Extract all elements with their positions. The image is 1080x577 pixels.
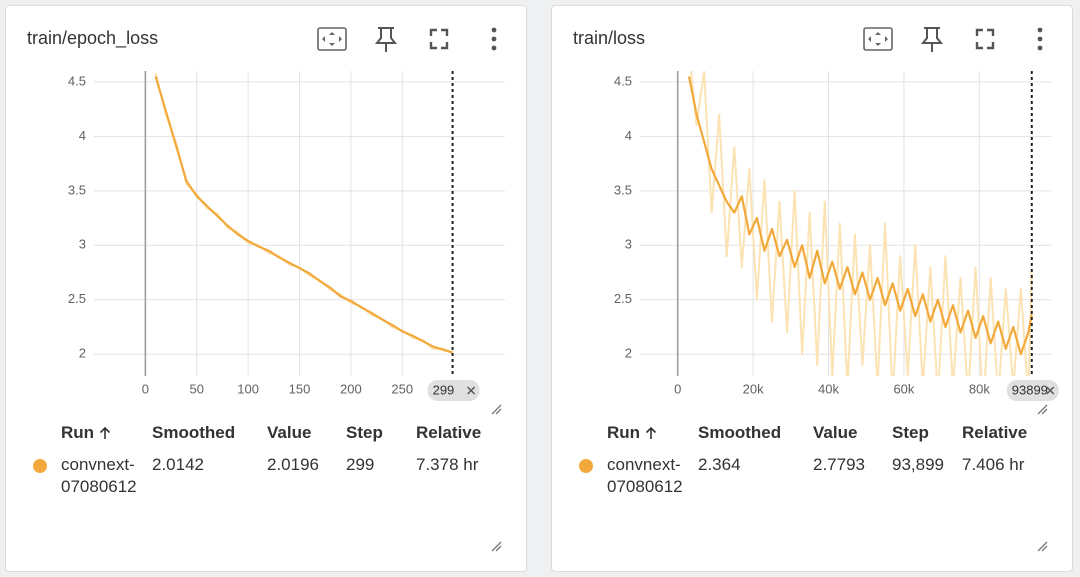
table-cell: 299	[346, 455, 375, 474]
cursor-label: 299	[433, 382, 455, 397]
x-tick-label: 250	[391, 381, 413, 396]
cursor-label-box	[427, 380, 480, 401]
y-tick-label: 4	[625, 128, 632, 143]
y-tick-label: 3.5	[614, 182, 632, 197]
table-cell: 7.406 hr	[962, 455, 1025, 474]
y-tick-label: 2	[79, 346, 86, 361]
y-tick-label: 2	[625, 346, 632, 361]
x-tick-label: 80k	[969, 381, 990, 396]
y-tick-label: 3.5	[68, 182, 86, 197]
x-tick-label: 40k	[818, 381, 839, 396]
table-cell: convnext-07080612	[607, 455, 683, 496]
table-cell: convnext-07080612	[61, 455, 137, 496]
card: train/loss 2 2.5 3 3.5 4 4.5 0 20k 40k 60k 80k 9389…	[551, 5, 1073, 572]
table-header[interactable]: Smoothed	[698, 423, 782, 442]
x-tick-label: 100	[237, 381, 259, 396]
chart: 2 2.5 3 3.5 4 4.5 0 50 100 150 200 250 299	[68, 71, 505, 401]
sort-arrow	[645, 426, 657, 439]
x-tick-label: 20k	[743, 381, 764, 396]
card-title: train/epoch_loss	[27, 28, 159, 48]
x-tick-label: 150	[289, 381, 311, 396]
table-header[interactable]: Smoothed	[152, 423, 236, 442]
table-cell: 93,899	[892, 455, 944, 474]
y-tick-label: 3	[79, 237, 86, 252]
card: train/epoch_loss 2 2.5 3 3.5 4 4.5 0 50 100 150 20…	[5, 5, 527, 572]
table-cell: 2.364	[698, 455, 741, 474]
x-tick-label: 200	[340, 381, 362, 396]
resize-handle[interactable]	[491, 404, 502, 552]
cursor-label: 93899	[1012, 382, 1048, 397]
x-tick-label: 0	[142, 381, 149, 396]
y-tick-label: 3	[625, 237, 632, 252]
sort-arrow	[99, 426, 111, 439]
table-cell: 2.7793	[813, 455, 865, 474]
run-color	[579, 459, 593, 473]
x-tick-label: 50	[190, 381, 204, 396]
cursor-label-box	[1006, 380, 1059, 401]
resize-handle[interactable]	[1037, 404, 1048, 552]
series-line	[690, 71, 1033, 376]
table-cell: 2.0142	[152, 455, 204, 474]
y-tick-label: 2.5	[614, 291, 632, 306]
series-line	[154, 76, 453, 354]
table-header[interactable]: Run	[61, 423, 95, 442]
table-cell: 7.378 hr	[416, 455, 479, 474]
y-tick-label: 4.5	[614, 73, 632, 88]
y-tick-label: 2.5	[68, 291, 86, 306]
table-header[interactable]: Relative	[962, 423, 1028, 442]
cursor-close	[1046, 386, 1055, 395]
table-header[interactable]: Value	[267, 423, 312, 442]
y-tick-label: 4	[79, 128, 86, 143]
chart: 2 2.5 3 3.5 4 4.5 0 20k 40k 60k 80k 93899	[614, 71, 1059, 401]
series-line	[154, 72, 453, 354]
table-header[interactable]: Step	[346, 423, 383, 442]
table-header[interactable]: Value	[813, 423, 858, 442]
x-tick-label: 60k	[893, 381, 914, 396]
cursor-close	[467, 386, 476, 395]
table-header[interactable]: Step	[892, 423, 929, 442]
table-cell: 2.0196	[267, 455, 319, 474]
card-title: train/loss	[573, 28, 646, 48]
table-header[interactable]: Run	[607, 423, 641, 442]
run-color	[33, 459, 47, 473]
series-line	[687, 76, 1033, 356]
table-header[interactable]: Relative	[416, 423, 482, 442]
x-tick-label: 0	[674, 381, 681, 396]
y-tick-label: 4.5	[68, 73, 86, 88]
